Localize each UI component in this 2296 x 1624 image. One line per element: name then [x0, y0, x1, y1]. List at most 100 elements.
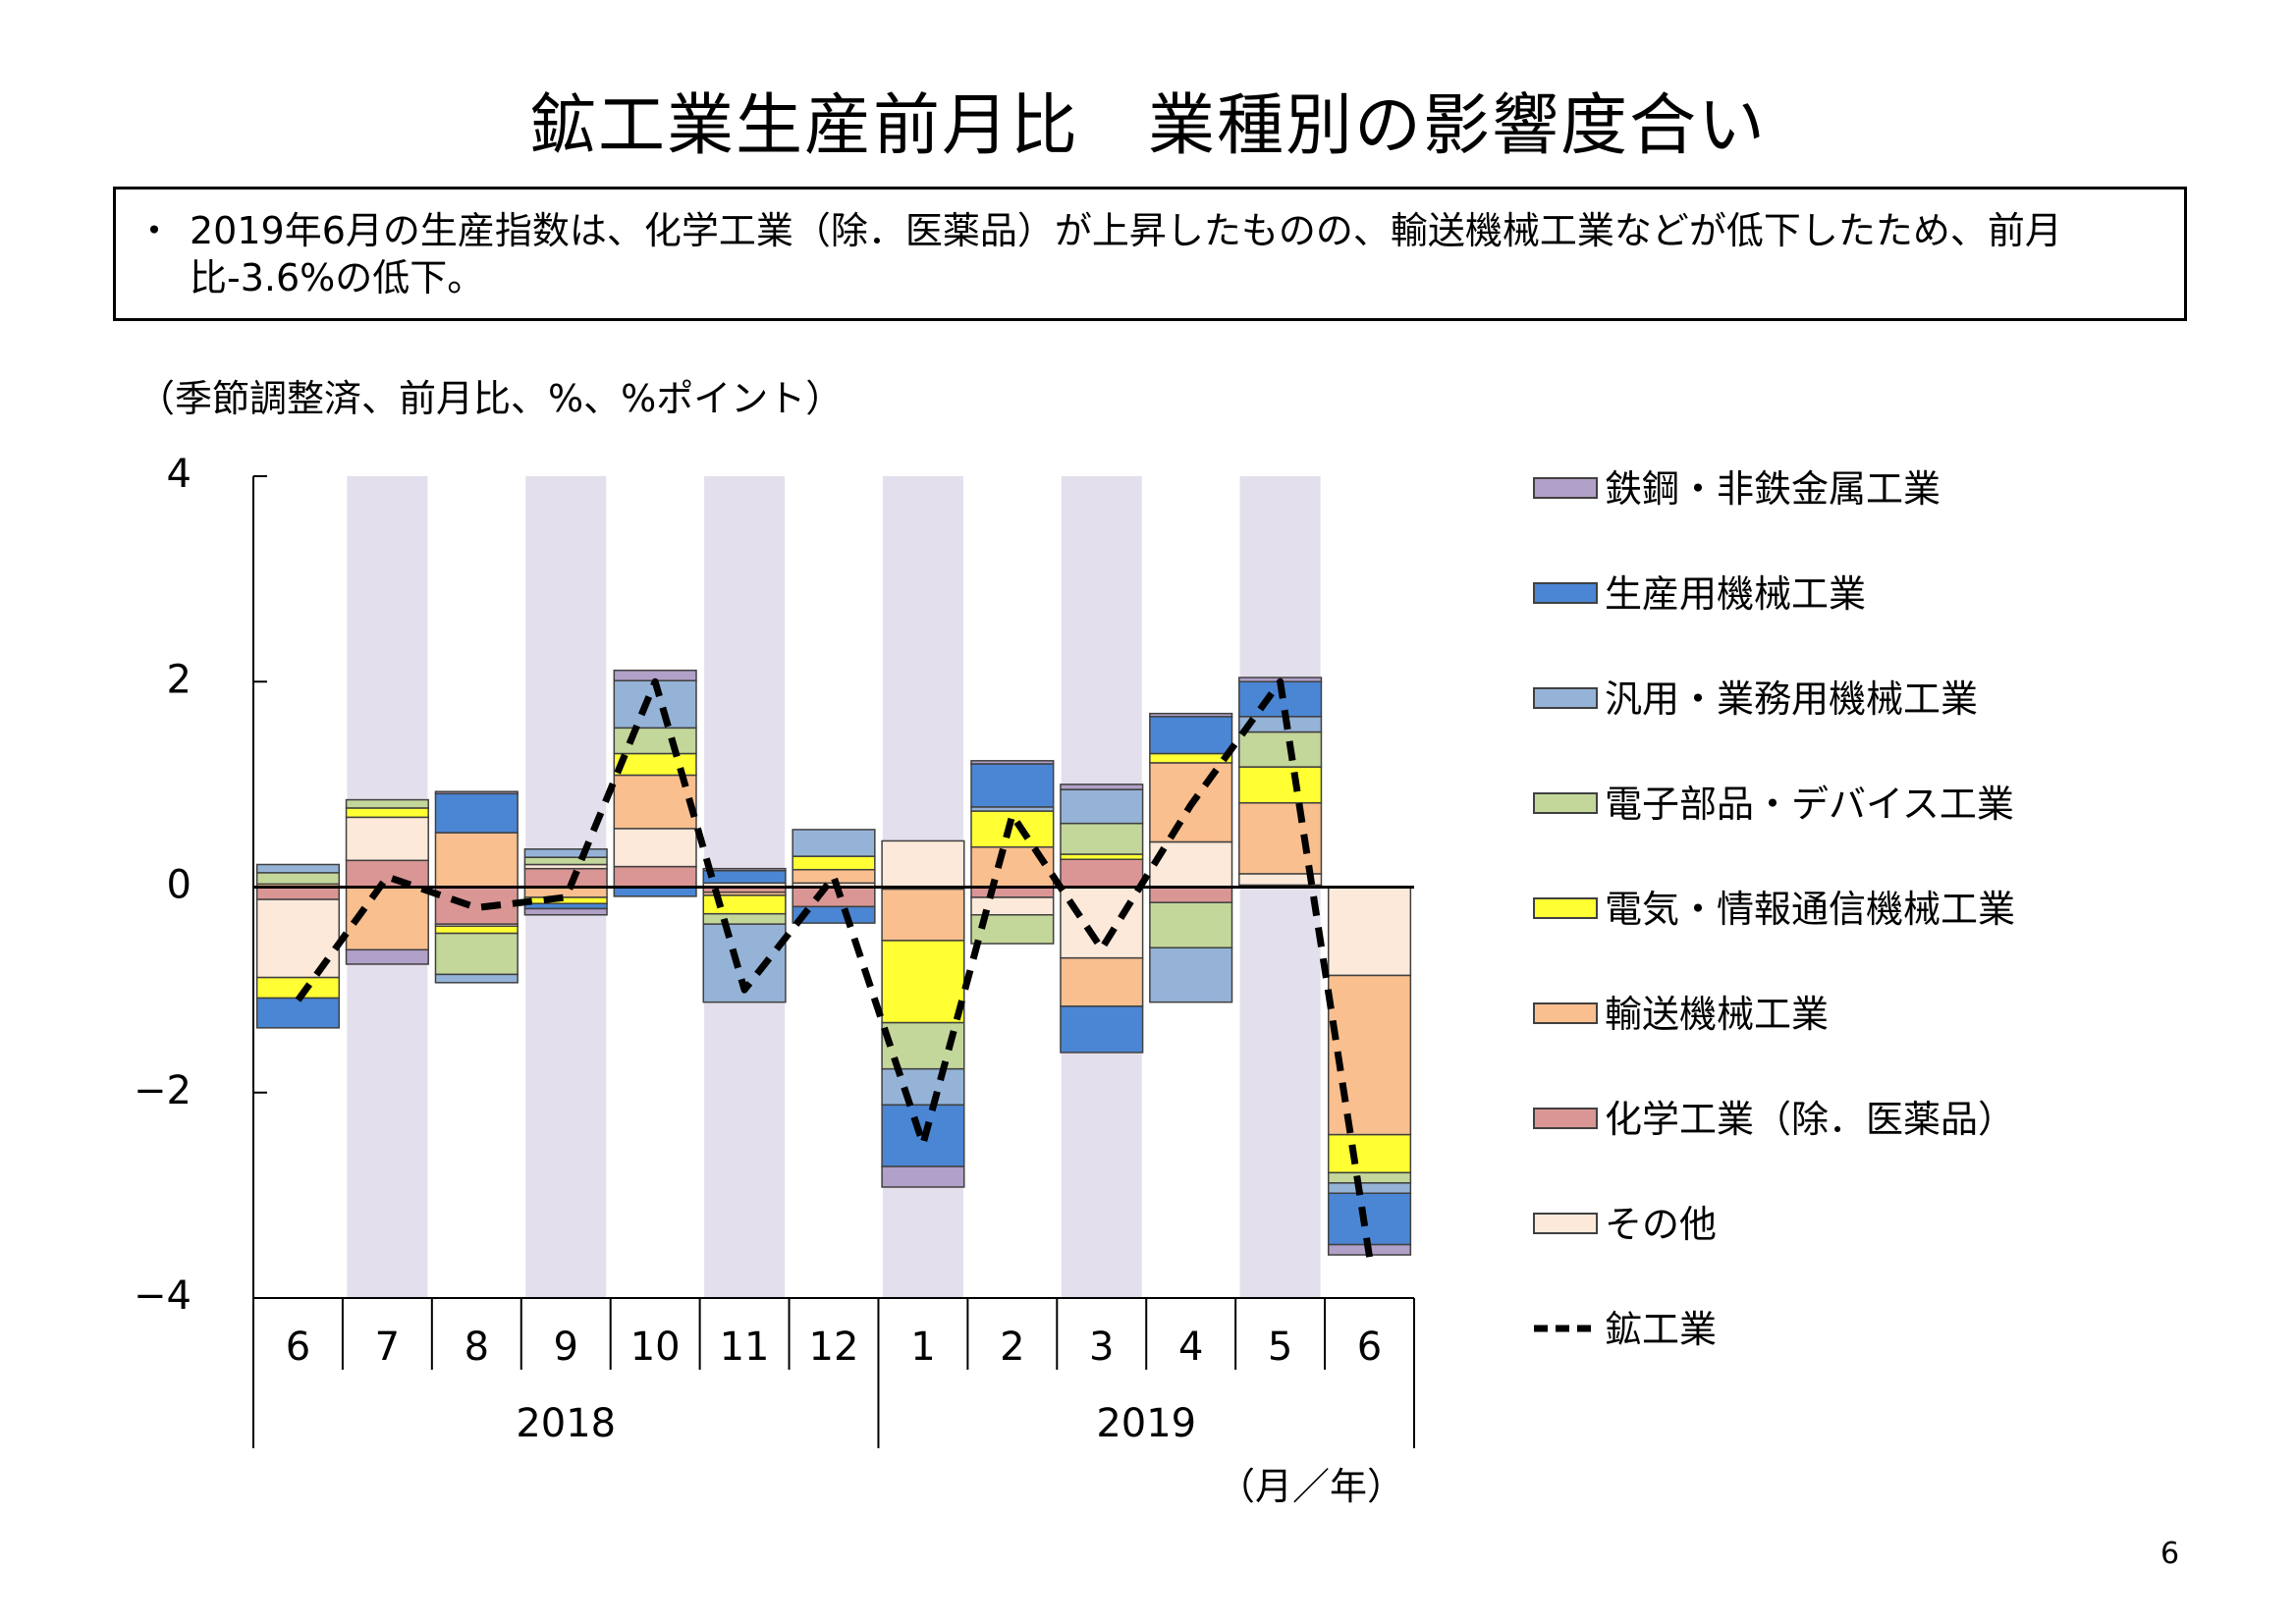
- bar-segment: [523, 902, 608, 910]
- bar-segment: [613, 727, 697, 755]
- bar-segment: [255, 872, 341, 886]
- bar-segment: [1238, 801, 1323, 875]
- bar-segment: [523, 848, 608, 858]
- legend-swatch: [1533, 1108, 1598, 1129]
- y-tick-label: 0: [167, 863, 191, 908]
- x-tick-label: 6: [286, 1325, 310, 1370]
- x-tick-label: 1: [910, 1325, 935, 1370]
- x-tick-label: 6: [1357, 1325, 1382, 1370]
- legend-label: 生産用機械工業: [1605, 572, 1866, 616]
- year-label: 2018: [516, 1401, 616, 1446]
- legend-swatch: [1533, 1213, 1598, 1234]
- x-tick-label: 7: [375, 1325, 400, 1370]
- bar-segment: [255, 886, 341, 900]
- total-line: [295, 677, 1373, 1258]
- bar-segment: [434, 925, 519, 935]
- bar-segment: [792, 855, 876, 871]
- y-tick-label: 2: [167, 657, 191, 702]
- bar-segment: [1149, 901, 1233, 948]
- legend-label: 汎用・業務用機械工業: [1605, 677, 1978, 721]
- bar-segment: [881, 1067, 965, 1107]
- bar-segment: [1149, 752, 1233, 764]
- bar-segment: [1327, 1133, 1412, 1174]
- bar-segment: [613, 865, 697, 889]
- legend-swatch: [1533, 1002, 1598, 1024]
- bar-segment: [1060, 784, 1144, 790]
- bar-segment: [1149, 716, 1233, 755]
- legend-swatch: [1533, 477, 1598, 499]
- bar-segment: [881, 1165, 965, 1188]
- bar-segment: [702, 867, 787, 872]
- bar-segment: [523, 856, 608, 866]
- year-label: 2019: [1096, 1401, 1196, 1446]
- bar-segment: [970, 760, 1055, 765]
- bar-segment: [1060, 822, 1144, 855]
- bar-segment: [970, 886, 1055, 898]
- summary-text: 2019年6月の生産指数は、化学工業（除．医薬品）が上昇したものの、輸送機械工業…: [190, 209, 2062, 299]
- bar-segment: [881, 940, 965, 1024]
- bar-segment: [1060, 956, 1144, 1007]
- bar-segment: [1060, 858, 1144, 889]
- bar-segment: [434, 973, 519, 984]
- y-tick-label: 4: [167, 452, 191, 497]
- summary-bullet: ・: [136, 209, 174, 252]
- legend-label: 電子部品・デバイス工業: [1605, 783, 2014, 826]
- bar-segment: [345, 807, 429, 819]
- bar-segment: [255, 997, 341, 1029]
- bar-segment: [1060, 788, 1144, 825]
- month-year-note: （月／年）: [1218, 1465, 1405, 1508]
- bar-segment: [1060, 1005, 1144, 1054]
- legend-swatch: [1533, 792, 1598, 814]
- bar-segment: [434, 886, 519, 925]
- bar-segment: [1238, 766, 1323, 804]
- bar-segment: [792, 905, 876, 924]
- bar-segment: [1149, 947, 1233, 1003]
- bar-segment: [523, 907, 608, 916]
- bar-segment: [434, 792, 519, 834]
- legend-swatch: [1533, 687, 1598, 709]
- x-tick-label: 8: [465, 1325, 489, 1370]
- x-tick-label: 3: [1089, 1325, 1114, 1370]
- x-tick-label: 5: [1268, 1325, 1292, 1370]
- bar-segment: [434, 932, 519, 976]
- bar-segment: [881, 888, 965, 942]
- summary-box: ・ 2019年6月の生産指数は、化学工業（除．医薬品）が上昇したものの、輸送機械…: [113, 187, 2187, 321]
- bar-segment: [970, 763, 1055, 808]
- bar-segment: [613, 828, 697, 868]
- bar-segment: [1327, 1192, 1412, 1246]
- bar-segment: [702, 912, 787, 925]
- bar-segment: [1327, 974, 1412, 1136]
- bar-segment: [1149, 886, 1233, 903]
- x-tick-label: 9: [554, 1325, 578, 1370]
- legend-label: 輸送機械工業: [1605, 993, 1829, 1036]
- bar-segment: [1238, 731, 1323, 768]
- x-tick-label: 12: [809, 1325, 859, 1370]
- bar-segment: [1327, 1171, 1412, 1184]
- x-tick-label: 4: [1178, 1325, 1203, 1370]
- bar-segment: [345, 948, 429, 965]
- x-tick-label: 2: [1000, 1325, 1024, 1370]
- y-tick-label: −4: [134, 1273, 191, 1319]
- bar-segment: [970, 810, 1055, 848]
- bar-segment: [434, 790, 519, 795]
- bar-segment: [1060, 886, 1144, 959]
- legend-swatch: [1533, 897, 1598, 919]
- legend-label: 化学工業（除．医薬品）: [1605, 1098, 2015, 1141]
- legend-label: 電気・情報通信機械工業: [1605, 888, 2015, 931]
- bar-segment: [1060, 853, 1144, 861]
- bar-segment: [1327, 1182, 1412, 1195]
- bar-segment: [345, 816, 429, 862]
- legend-label: 鉄鋼・非鉄金属工業: [1605, 467, 1941, 511]
- bar-segment: [881, 839, 965, 889]
- legend-swatch: [1533, 582, 1598, 604]
- y-tick-label: −2: [134, 1068, 191, 1113]
- x-tick-label: 11: [720, 1325, 770, 1370]
- bar-segment: [702, 870, 787, 885]
- page-number: 6: [2160, 1537, 2180, 1571]
- page-title: 鉱工業生産前月比 業種別の影響度合い: [528, 87, 1767, 165]
- legend-label: その他: [1605, 1203, 1717, 1246]
- unit-note: （季節調整済、前月比、%、%ポイント）: [137, 377, 844, 420]
- bar-segment: [345, 798, 429, 809]
- bar-segment: [523, 867, 608, 889]
